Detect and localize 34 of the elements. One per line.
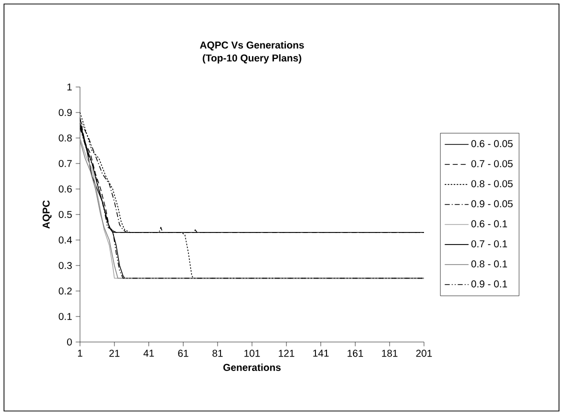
x-tick-label: 41	[143, 350, 154, 357]
y-tick-label: 0.6	[58, 185, 72, 193]
x-tick-label: 101	[244, 350, 260, 357]
x-tick-label: 141	[313, 350, 329, 357]
y-tick-label: 0.7	[58, 160, 72, 168]
y-tick-label: 0.3	[58, 262, 72, 270]
x-tick-label: 201	[416, 350, 432, 357]
y-tick-label: 0.9	[58, 108, 72, 116]
legend-label: 0.8 - 0.1	[471, 260, 508, 268]
chart-subtitle: (Top-10 Query Plans)	[202, 54, 302, 64]
chart-title: AQPC Vs Generations	[200, 41, 304, 50]
legend-label: 0.9 - 0.1	[471, 280, 508, 288]
y-axis-title: AQPC	[42, 200, 52, 229]
y-tick-label: 0.5	[58, 210, 72, 218]
y-tick-label: 0.1	[58, 312, 72, 320]
legend-label: 0.8 - 0.05	[471, 180, 513, 188]
legend-label: 0.7 - 0.05	[471, 160, 513, 168]
y-tick-label: 0.4	[58, 236, 72, 244]
y-tick-label: 0.8	[58, 134, 72, 142]
x-tick-label: 181	[382, 350, 398, 357]
x-axis-title: Generations	[223, 364, 281, 371]
legend-label: 0.7 - 0.1	[471, 240, 508, 248]
x-tick-label: 21	[109, 350, 120, 357]
x-tick-label: 61	[178, 350, 188, 357]
legend-label: 0.6 - 0.05	[471, 140, 513, 148]
x-tick-label: 81	[212, 350, 223, 357]
y-tick-label: 0	[67, 338, 72, 346]
y-tick-label: 0.2	[58, 287, 72, 295]
x-tick-label: 161	[348, 350, 364, 357]
x-tick-label: 121	[278, 350, 294, 357]
x-tick-label: 1	[78, 350, 82, 357]
legend-label: 0.9 - 0.05	[471, 200, 513, 208]
legend-label: 0.6 - 0.1	[471, 220, 508, 228]
y-tick-label: 1	[67, 84, 72, 90]
